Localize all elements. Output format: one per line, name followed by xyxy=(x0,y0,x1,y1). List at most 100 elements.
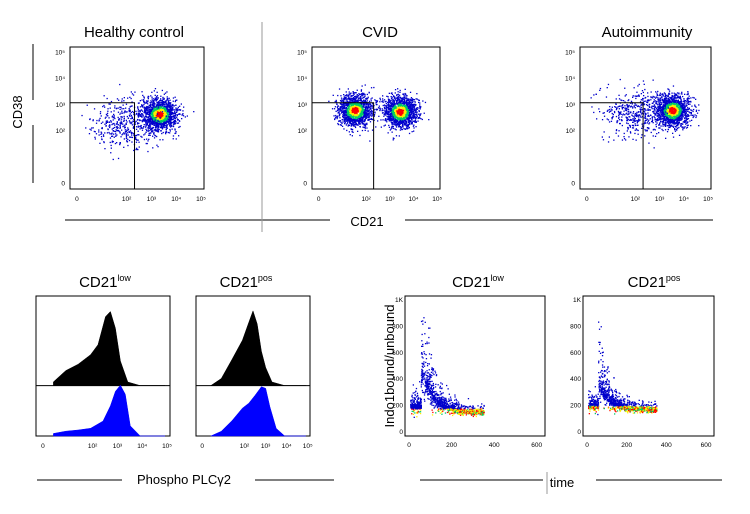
event-dot xyxy=(166,119,168,121)
event-dot xyxy=(398,96,400,98)
event-dot xyxy=(151,118,153,121)
event-dot xyxy=(139,128,141,130)
event-dot xyxy=(171,107,173,109)
event-dot xyxy=(403,115,405,117)
event-dot xyxy=(333,108,336,110)
event-dot xyxy=(397,93,399,95)
event-dot xyxy=(148,133,150,135)
event-dot xyxy=(119,126,121,128)
event-dot xyxy=(155,115,157,117)
event-dot xyxy=(156,135,158,138)
event-dot xyxy=(388,101,390,103)
event-dot xyxy=(361,113,363,115)
event-dot xyxy=(349,106,351,108)
event-dot xyxy=(170,124,172,126)
event-dot xyxy=(164,112,166,114)
event-dot xyxy=(138,134,140,136)
event-dot xyxy=(91,127,93,129)
event-dot xyxy=(351,110,353,112)
event-dot xyxy=(401,115,403,117)
event-dot xyxy=(164,104,166,106)
event-dot xyxy=(412,120,414,122)
event-dot xyxy=(364,95,366,97)
event-dot xyxy=(384,114,386,116)
event-dot xyxy=(350,98,352,100)
event-dot xyxy=(124,130,127,133)
event-dot xyxy=(152,108,154,110)
event-dot xyxy=(142,114,144,116)
event-dot xyxy=(120,122,122,124)
event-dot xyxy=(143,138,146,141)
event-dot xyxy=(157,130,159,132)
event-dot xyxy=(150,102,152,104)
event-dot xyxy=(359,125,361,128)
event-dot xyxy=(146,138,148,140)
event-dot xyxy=(172,112,174,114)
event-dot xyxy=(157,108,159,110)
event-dot xyxy=(172,109,174,111)
event-dot xyxy=(659,110,661,112)
event-dot xyxy=(411,105,413,107)
event-dot xyxy=(143,117,145,119)
event-dot xyxy=(352,92,354,95)
event-dot xyxy=(116,130,119,132)
event-dot xyxy=(383,125,385,127)
event-dot xyxy=(146,124,148,126)
event-dot xyxy=(349,112,351,114)
event-dot xyxy=(406,113,408,116)
event-dot xyxy=(361,108,364,110)
event-dot xyxy=(172,138,174,140)
event-dot xyxy=(150,127,152,129)
event-dot xyxy=(417,99,420,101)
event-dot xyxy=(384,118,387,120)
event-dot xyxy=(408,112,411,114)
event-dot xyxy=(415,109,417,111)
event-dot xyxy=(664,95,667,97)
event-dot xyxy=(397,88,399,90)
event-dot xyxy=(157,107,159,109)
event-dot xyxy=(157,127,160,129)
event-dot xyxy=(155,110,157,112)
event-dot xyxy=(149,123,151,126)
event-dot xyxy=(170,105,172,107)
event-dot xyxy=(364,125,366,127)
event-dot xyxy=(342,105,344,108)
event-dot xyxy=(690,125,692,127)
event-dot xyxy=(393,96,395,98)
event-dot xyxy=(389,129,391,131)
event-dot xyxy=(691,109,693,111)
event-dot xyxy=(127,144,129,147)
event-dot xyxy=(392,98,394,100)
event-dot xyxy=(359,134,361,137)
event-dot xyxy=(346,118,348,120)
event-dot xyxy=(160,106,163,108)
event-dot xyxy=(392,123,394,125)
event-dot xyxy=(354,100,356,102)
event-dot xyxy=(177,119,179,121)
event-dot xyxy=(352,103,354,106)
event-dot xyxy=(149,119,152,121)
event-dot xyxy=(401,113,403,115)
event-dot xyxy=(391,92,393,94)
event-dot xyxy=(397,114,399,116)
event-dot xyxy=(690,111,692,114)
event-dot xyxy=(180,103,182,105)
event-dot xyxy=(172,124,175,126)
event-dot xyxy=(408,132,411,135)
event-dot xyxy=(364,100,366,103)
event-dot xyxy=(362,116,364,118)
event-dot xyxy=(163,119,165,121)
event-dot xyxy=(344,117,346,119)
event-dot xyxy=(410,114,412,116)
event-dot xyxy=(107,128,109,131)
event-dot xyxy=(106,97,108,100)
event-dot xyxy=(651,118,653,120)
event-dot xyxy=(413,109,415,111)
event-dot xyxy=(135,148,137,151)
event-dot xyxy=(143,112,145,114)
event-dot xyxy=(117,107,119,109)
event-dot xyxy=(108,125,110,127)
event-dot xyxy=(148,115,150,118)
event-dot xyxy=(350,96,352,98)
event-dot xyxy=(380,126,382,128)
